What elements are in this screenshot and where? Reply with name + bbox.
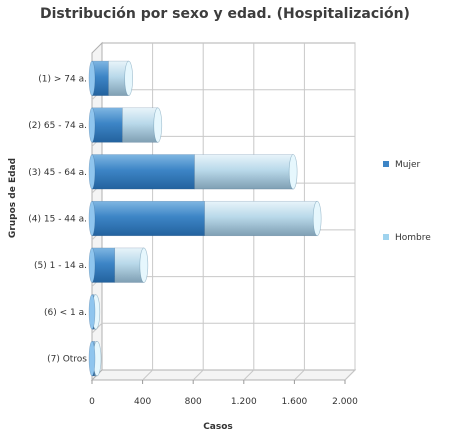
bar-end-cap-4 (312, 200, 322, 237)
x-axis-title: Casos (203, 422, 233, 432)
legend: Mujer Hombre (383, 160, 431, 243)
bar-hombre-4 (204, 200, 318, 237)
bar-start-cap-6 (88, 294, 96, 330)
bar-start-cap-5 (88, 247, 96, 283)
bar-hombre-2 (122, 107, 159, 143)
x-tick-label: 400 (134, 397, 151, 407)
y-tick-label: (7) Otros (47, 355, 87, 365)
bar-end-cap-2 (153, 107, 163, 143)
x-tick-label: 800 (185, 397, 202, 407)
bar-end-cap-5 (139, 247, 149, 283)
bar-mujer-2 (91, 107, 123, 143)
bars (88, 60, 322, 377)
bar-mujer-3 (91, 154, 195, 190)
x-tick-label: 1.200 (231, 397, 257, 407)
bar-start-cap-1 (88, 60, 96, 96)
bar-mujer-5 (91, 247, 116, 283)
bar-end-cap-3 (288, 154, 298, 190)
legend-label-hombre[interactable]: Hombre (395, 233, 431, 243)
legend-swatch-mujer[interactable] (383, 161, 389, 167)
y-tick-label: (6) < 1 a. (44, 308, 87, 318)
y-tick-label: (4) 15 - 44 a. (28, 215, 87, 225)
y-tick-label: (1) > 74 a. (38, 74, 87, 84)
legend-swatch-hombre[interactable] (383, 234, 389, 240)
bar-hombre-3 (194, 154, 294, 190)
x-axis-ticks: 0 400 800 1.200 1.600 2.000 (89, 380, 358, 407)
bar-end-cap-1 (124, 60, 133, 96)
y-axis-title: Grupos de Edad (8, 158, 18, 238)
x-tick-label: 1.600 (282, 397, 308, 407)
bar-start-cap-4 (88, 200, 96, 237)
bar-start-cap-3 (88, 154, 96, 190)
bar-start-cap-7 (88, 341, 96, 377)
x-tick-label: 0 (89, 397, 95, 407)
bar-start-cap-2 (88, 107, 96, 143)
y-tick-label: (3) 45 - 64 a. (28, 168, 87, 178)
y-tick-label: (2) 65 - 74 a. (28, 121, 87, 131)
legend-label-mujer[interactable]: Mujer (395, 160, 421, 170)
y-tick-label: (5) 1 - 14 a. (34, 261, 87, 271)
chart-title: Distribución por sexo y edad. (Hospitali… (40, 6, 410, 22)
bar-mujer-4 (91, 200, 205, 237)
y-axis-ticks: (1) > 74 a. (2) 65 - 74 a. (3) 45 - 64 a. (… (28, 74, 87, 364)
x-tick-label: 2.000 (332, 397, 358, 407)
bar-hombre-5 (114, 247, 145, 283)
